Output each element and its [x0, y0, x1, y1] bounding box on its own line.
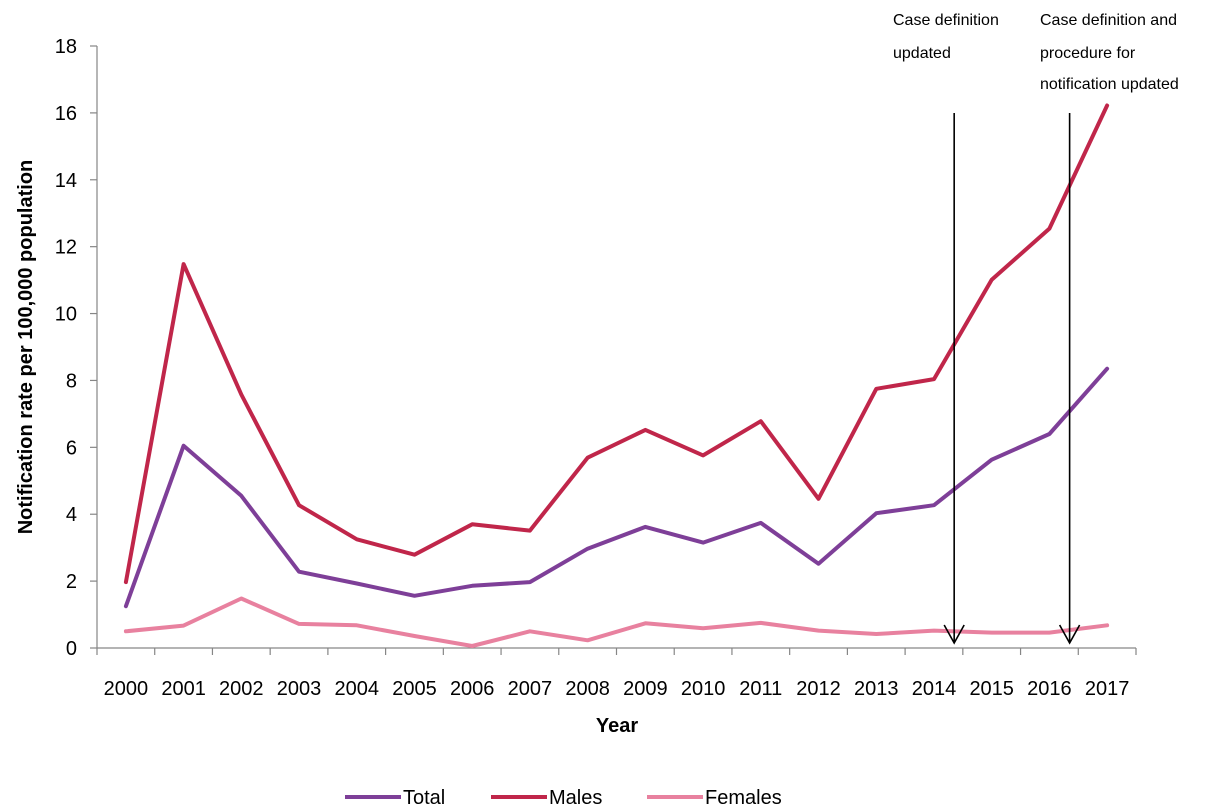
x-tick-label: 2011 — [739, 678, 782, 700]
x-tick-label: 2003 — [277, 678, 322, 700]
y-tick-label: 12 — [55, 237, 77, 259]
x-tick-label: 2005 — [392, 678, 437, 700]
y-tick-label: 14 — [55, 170, 77, 192]
series-lines — [123, 103, 1110, 648]
annotation-1-line-1: Case definition — [893, 12, 999, 29]
x-tick-label: 2007 — [508, 678, 553, 700]
series-line-males — [123, 103, 1110, 585]
x-tick-label: 2017 — [1085, 678, 1130, 700]
x-tick-label: 2014 — [912, 678, 957, 700]
legend-item-males: Males — [491, 787, 602, 809]
x-tick-label: 2002 — [219, 678, 264, 700]
annotation-arrow-head — [943, 624, 965, 645]
legend-item-total: Total — [345, 787, 445, 809]
annotation-1: Case definition updated — [893, 12, 999, 62]
x-tick-label: 2000 — [104, 678, 149, 700]
y-tick-label: 6 — [66, 437, 77, 459]
y-axis-ticks: 0 2 4 6 8 10 12 14 16 18 — [55, 36, 97, 660]
legend-label-males: Males — [549, 787, 602, 809]
y-tick-label: 16 — [55, 103, 77, 125]
series-line-total — [123, 366, 1110, 609]
x-tick-label: 2001 — [161, 678, 206, 700]
y-tick-label: 0 — [66, 638, 77, 660]
x-tick-label: 2009 — [623, 678, 668, 700]
x-tick-label: 2012 — [796, 678, 841, 700]
x-tick-label: 2016 — [1027, 678, 1072, 700]
y-tick-label: 4 — [66, 504, 77, 526]
x-tick-label: 2013 — [854, 678, 899, 700]
legend-label-females: Females — [705, 787, 782, 809]
x-tick-label: 2004 — [335, 678, 380, 700]
annotation-2-line-3: notification updated — [1040, 76, 1179, 93]
y-tick-label: 10 — [55, 304, 77, 326]
legend: Total Males Females — [345, 787, 782, 809]
x-tick-label: 2006 — [450, 678, 495, 700]
x-axis-ticks: 2000 2001 2002 2003 2004 2005 2006 2007 2008 2009… — [96, 648, 1137, 700]
annotation-2: Case definition and procedure for notifi… — [1040, 12, 1179, 93]
annotation-arrow-head — [1058, 624, 1081, 645]
x-tick-label: 2010 — [681, 678, 726, 700]
plot-area: 0 2 4 6 8 10 12 14 16 18 2000 2001 2002 2003 2004 2005… — [55, 36, 1137, 700]
legend-label-total: Total — [403, 787, 445, 809]
x-tick-label: 2008 — [565, 678, 610, 700]
y-tick-label: 18 — [55, 36, 77, 58]
series-line-females — [123, 596, 1110, 648]
y-tick-label: 2 — [66, 571, 77, 593]
y-tick-label: 8 — [66, 370, 77, 392]
annotation-arrows — [943, 113, 1081, 645]
x-tick-label: 2015 — [969, 678, 1014, 700]
annotation-2-line-2: procedure for — [1040, 45, 1136, 62]
annotation-1-line-2: updated — [893, 45, 951, 62]
y-axis-title: Notification rate per 100,000 population — [15, 160, 37, 535]
x-axis-title: Year — [596, 715, 638, 737]
annotation-2-line-1: Case definition and — [1040, 12, 1177, 29]
legend-item-females: Females — [647, 787, 782, 809]
